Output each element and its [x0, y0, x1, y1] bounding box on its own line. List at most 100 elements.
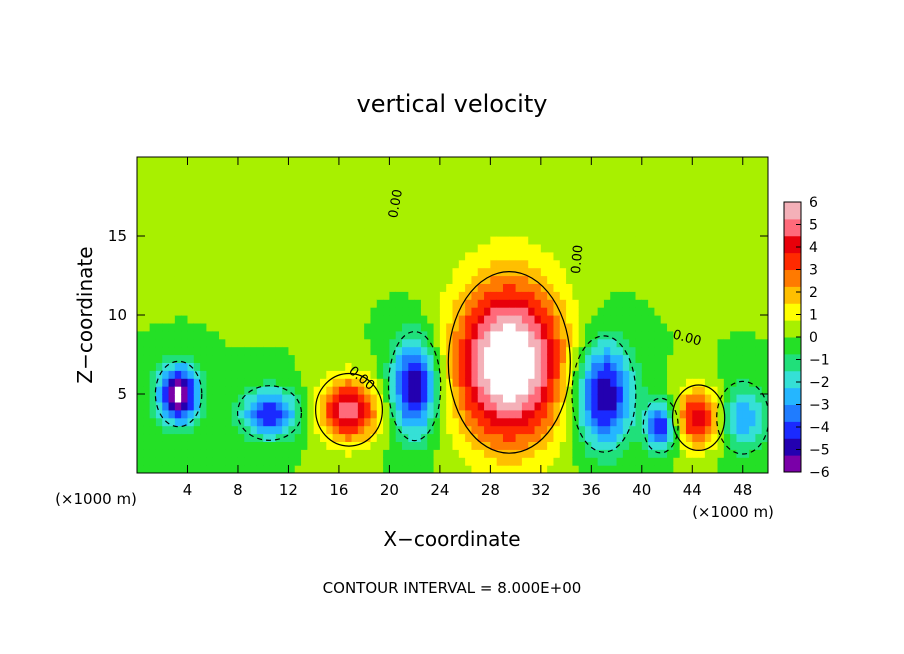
heatmap-cell: [319, 449, 327, 458]
heatmap-cell: [509, 346, 517, 356]
heatmap-cell: [345, 196, 353, 205]
heatmap-cell: [313, 188, 321, 198]
heatmap-cell: [452, 362, 460, 371]
heatmap-cell: [610, 157, 618, 166]
heatmap-cell: [219, 362, 226, 371]
heatmap-cell: [515, 322, 523, 332]
heatmap-cell: [351, 212, 359, 221]
heatmap-cell: [528, 283, 536, 292]
velocity-field: [137, 157, 768, 473]
heatmap-cell: [439, 378, 447, 387]
heatmap-cell: [540, 267, 548, 277]
heatmap-cell: [597, 299, 605, 308]
heatmap-cell: [528, 267, 536, 277]
heatmap-cell: [717, 196, 725, 205]
heatmap-cell: [484, 267, 491, 277]
heatmap-cell: [376, 157, 384, 166]
heatmap-cell: [572, 417, 580, 427]
heatmap-cell: [319, 330, 327, 340]
heatmap-cell: [332, 330, 340, 340]
heatmap-cell: [326, 259, 334, 269]
heatmap-cell: [704, 322, 712, 332]
heatmap-cell: [755, 220, 763, 229]
heatmap-cell: [383, 196, 390, 205]
heatmap-cell: [357, 457, 365, 466]
heatmap-cell: [174, 433, 182, 442]
heatmap-cell: [465, 172, 473, 182]
heatmap-cell: [452, 220, 460, 229]
heatmap-cell: [730, 157, 738, 166]
heatmap-cell: [692, 243, 700, 253]
heatmap-cell: [376, 267, 384, 277]
x-tick-label: 40: [632, 481, 651, 499]
heatmap-cell: [692, 449, 700, 458]
heatmap-cell: [319, 394, 327, 403]
heatmap-cell: [622, 425, 630, 435]
heatmap-cell: [225, 267, 233, 277]
heatmap-cell: [149, 307, 157, 316]
heatmap-cell: [591, 457, 599, 466]
heatmap-cell: [502, 172, 510, 182]
heatmap-cell: [364, 291, 372, 300]
heatmap-cell: [275, 425, 283, 435]
heatmap-cell: [730, 259, 738, 269]
heatmap-cell: [704, 401, 712, 411]
heatmap-cell: [685, 204, 693, 213]
heatmap-cell: [250, 291, 258, 300]
heatmap-cell: [484, 386, 491, 395]
heatmap-cell: [307, 220, 315, 229]
heatmap-cell: [313, 243, 321, 253]
heatmap-cell: [181, 417, 189, 427]
heatmap-cell: [282, 417, 290, 427]
heatmap-cell: [749, 220, 756, 229]
heatmap-cell: [395, 275, 403, 284]
heatmap-cell: [723, 180, 731, 190]
heatmap-cell: [319, 164, 327, 174]
heatmap-cell: [263, 322, 271, 332]
heatmap-cell: [174, 330, 182, 340]
heatmap-cell: [370, 401, 378, 411]
heatmap-cell: [496, 465, 504, 473]
heatmap-cell: [332, 204, 340, 213]
heatmap-cell: [597, 465, 605, 473]
heatmap-cell: [534, 315, 542, 324]
heatmap-cell: [219, 220, 226, 229]
heatmap-cell: [155, 378, 163, 387]
heatmap-cell: [338, 196, 346, 205]
heatmap-cell: [502, 338, 510, 348]
heatmap-cell: [496, 417, 504, 427]
heatmap-cell: [679, 315, 687, 324]
heatmap-cell: [559, 441, 567, 450]
heatmap-cell: [622, 354, 630, 363]
heatmap-cell: [603, 346, 611, 356]
heatmap-cell: [332, 220, 340, 229]
heatmap-cell: [458, 236, 466, 245]
heatmap-cell: [711, 346, 719, 356]
heatmap-cell: [452, 386, 460, 395]
heatmap-cell: [578, 243, 586, 253]
heatmap-cell: [275, 457, 283, 466]
heatmap-cell: [370, 299, 378, 308]
heatmap-cell: [319, 275, 327, 284]
heatmap-cell: [673, 449, 681, 458]
heatmap-cell: [502, 465, 510, 473]
heatmap-cell: [389, 330, 397, 340]
heatmap-cell: [629, 188, 637, 198]
heatmap-cell: [206, 338, 214, 348]
heatmap-cell: [168, 330, 176, 340]
heatmap-cell: [345, 401, 353, 411]
heatmap-cell: [509, 465, 517, 473]
heatmap-cell: [420, 433, 428, 442]
heatmap-cell: [622, 204, 630, 213]
heatmap-cell: [376, 228, 384, 237]
heatmap-cell: [566, 386, 573, 395]
heatmap-cell: [174, 315, 182, 324]
heatmap-cell: [528, 394, 536, 403]
heatmap-cell: [547, 228, 555, 237]
heatmap-cell: [193, 164, 201, 174]
heatmap-cell: [364, 322, 372, 332]
heatmap-cell: [603, 449, 611, 458]
heatmap-cell: [282, 433, 290, 442]
heatmap-cell: [193, 291, 201, 300]
heatmap-cell: [149, 157, 157, 166]
